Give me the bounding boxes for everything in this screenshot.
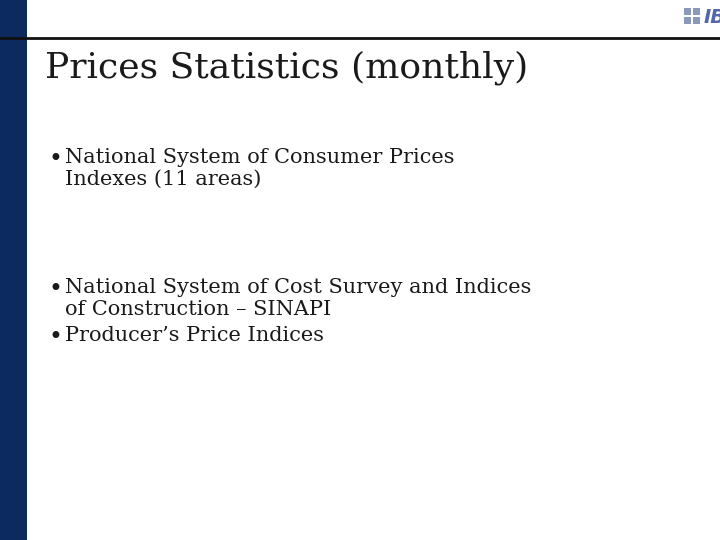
Text: •: • [49,278,63,301]
Bar [0,0,27,540]
Bar [0,0,27,38]
Text: IBGE: IBGE [704,8,720,27]
Bar [684,17,691,24]
Text: •: • [49,326,63,349]
Bar [684,8,691,15]
Text: of Construction – SINAPI: of Construction – SINAPI [65,300,331,319]
Text: Indexes (11 areas): Indexes (11 areas) [65,170,261,189]
Text: •: • [49,148,63,171]
Text: Prices Statistics (monthly): Prices Statistics (monthly) [45,50,528,85]
Text: National System of Consumer Prices: National System of Consumer Prices [65,148,454,167]
Bar [693,8,700,15]
Text: National System of Cost Survey and Indices: National System of Cost Survey and Indic… [65,278,531,297]
Text: Producer’s Price Indices: Producer’s Price Indices [65,326,324,345]
Bar [693,17,700,24]
